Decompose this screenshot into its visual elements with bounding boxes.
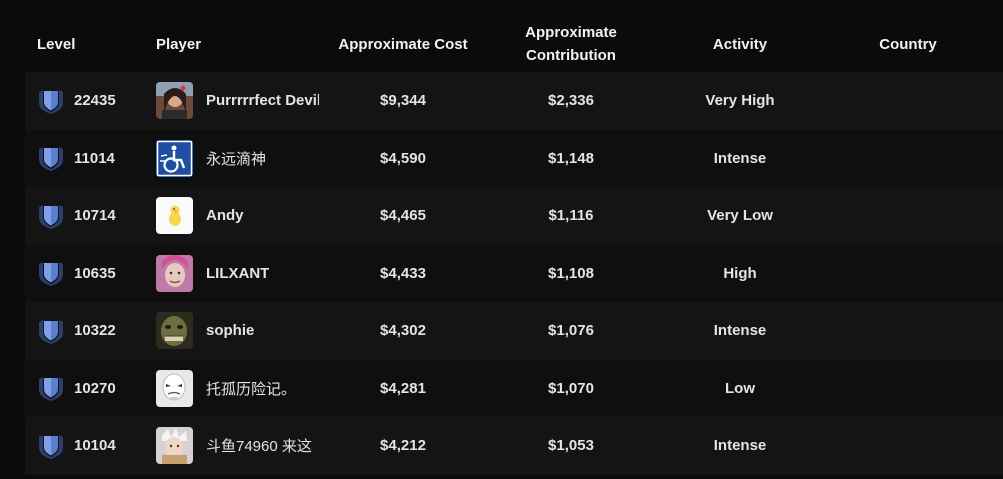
table-row[interactable]: 10635 LILXANT $4,433 $1,108 High — [25, 244, 1003, 303]
header-contribution-line1: Approximate — [525, 24, 617, 41]
cost-cell: $4,281 — [380, 379, 426, 397]
table-row[interactable]: 10322 sophie $4,302 $1,076 Intense — [25, 302, 1003, 360]
table-row[interactable]: 10104 斗鱼74960 来这 $4,212 $1,053 Intense — [25, 417, 1003, 475]
contribution-cell: $1,116 — [548, 207, 594, 225]
level-value: 10322 — [74, 322, 116, 340]
header-activity[interactable]: Activity — [712, 36, 768, 53]
table-row[interactable]: 10714 Andy $4,465 $1,116 Very Low — [25, 187, 1003, 245]
level-shield-icon — [37, 433, 65, 459]
level-cell: 10322 — [37, 302, 116, 360]
cost-cell: $4,302 — [380, 322, 426, 340]
player-cell[interactable]: 永远滴神 — [156, 130, 266, 188]
level-value: 11014 — [74, 149, 115, 167]
player-cell[interactable]: 托孤历险记。 — [156, 360, 296, 418]
player-cell[interactable]: Andy — [156, 187, 244, 245]
activity-cell: High — [723, 264, 757, 282]
level-cell: 10714 — [37, 187, 116, 245]
level-shield-icon — [37, 260, 65, 287]
activity-cell: Very High — [705, 92, 775, 110]
table-row[interactable]: 11014 永远滴神 $4,590 $1,148 Intense — [25, 129, 1003, 188]
contribution-cell: $1,070 — [548, 379, 594, 397]
table-row[interactable]: 10270 托孤历险记。 $4,281 $1,070 Low — [25, 359, 1003, 418]
contribution-cell: $1,108 — [548, 264, 594, 282]
level-cell: 10104 — [37, 417, 116, 475]
player-name[interactable]: 永远滴神 — [206, 150, 267, 168]
cost-cell: $4,590 — [380, 149, 426, 167]
player-cell[interactable]: Purrrrrfect Devil — [156, 72, 319, 130]
table-body: 22435 Purrrrrfect Devil $9,344 $2,336 Very H… — [25, 72, 1003, 475]
yellow-duck-avatar[interactable] — [156, 197, 193, 235]
cost-cell: $4,433 — [380, 264, 426, 282]
activity-cell: Very Low — [707, 207, 773, 225]
cost-cell: $4,465 — [380, 207, 426, 225]
activity-cell: Intense — [713, 322, 767, 340]
cost-cell: $4,212 — [380, 437, 426, 455]
player-cell[interactable]: LILXANT — [156, 245, 269, 303]
player-name[interactable]: Purrrrrfect Devil — [206, 92, 319, 110]
activity-cell: Intense — [713, 437, 767, 455]
level-shield-icon — [37, 145, 65, 172]
cost-cell: $9,344 — [380, 92, 426, 110]
white-mask-avatar[interactable] — [156, 369, 193, 407]
player-name[interactable]: LILXANT — [206, 264, 270, 282]
header-player[interactable]: Player — [156, 36, 202, 53]
level-value: 22435 — [74, 92, 116, 110]
activity-cell: Intense — [713, 149, 767, 167]
level-value: 10635 — [74, 264, 116, 282]
level-value: 10270 — [74, 379, 116, 397]
girl-photo-avatar[interactable] — [156, 82, 193, 120]
level-value: 10714 — [74, 207, 116, 225]
header-approximate-cost[interactable]: Approximate Cost — [338, 36, 468, 53]
table-row[interactable]: 22435 Purrrrrfect Devil $9,344 $2,336 Very H… — [25, 72, 1003, 130]
player-cell[interactable]: 斗鱼74960 来这 — [156, 417, 312, 475]
level-cell: 11014 — [37, 130, 115, 188]
contribution-cell: $2,336 — [548, 92, 594, 110]
level-cell: 22435 — [37, 72, 116, 130]
contribution-cell: $1,148 — [548, 149, 594, 167]
table-header: Level Player Approximate Cost Approximat… — [0, 0, 1003, 72]
player-name[interactable]: sophie — [206, 322, 255, 340]
level-shield-icon — [37, 203, 65, 229]
header-approximate-contribution[interactable]: Approximate Contribution — [525, 21, 617, 67]
level-shield-icon — [37, 318, 65, 344]
activity-cell: Low — [725, 379, 755, 397]
level-value: 10104 — [74, 437, 116, 455]
header-country[interactable]: Country — [879, 36, 937, 53]
level-cell: 10270 — [37, 360, 116, 418]
header-contribution-line2: Contribution — [526, 47, 616, 64]
contribution-cell: $1,076 — [548, 322, 594, 340]
level-shield-icon — [37, 88, 65, 114]
player-cell[interactable]: sophie — [156, 302, 254, 360]
ogre-face-avatar[interactable] — [156, 312, 193, 350]
header-level[interactable]: Level — [37, 36, 76, 53]
player-name[interactable]: 斗鱼74960 来这 — [206, 438, 312, 456]
anime-character-avatar[interactable] — [156, 427, 193, 465]
player-name[interactable]: 托孤历险记。 — [206, 380, 297, 398]
player-name[interactable]: Andy — [206, 207, 244, 225]
level-shield-icon — [37, 375, 65, 402]
pink-hair-face-avatar[interactable] — [156, 254, 193, 292]
contribution-cell: $1,053 — [548, 437, 594, 455]
wheelchair-sign-avatar[interactable] — [156, 139, 193, 177]
level-cell: 10635 — [37, 245, 116, 303]
